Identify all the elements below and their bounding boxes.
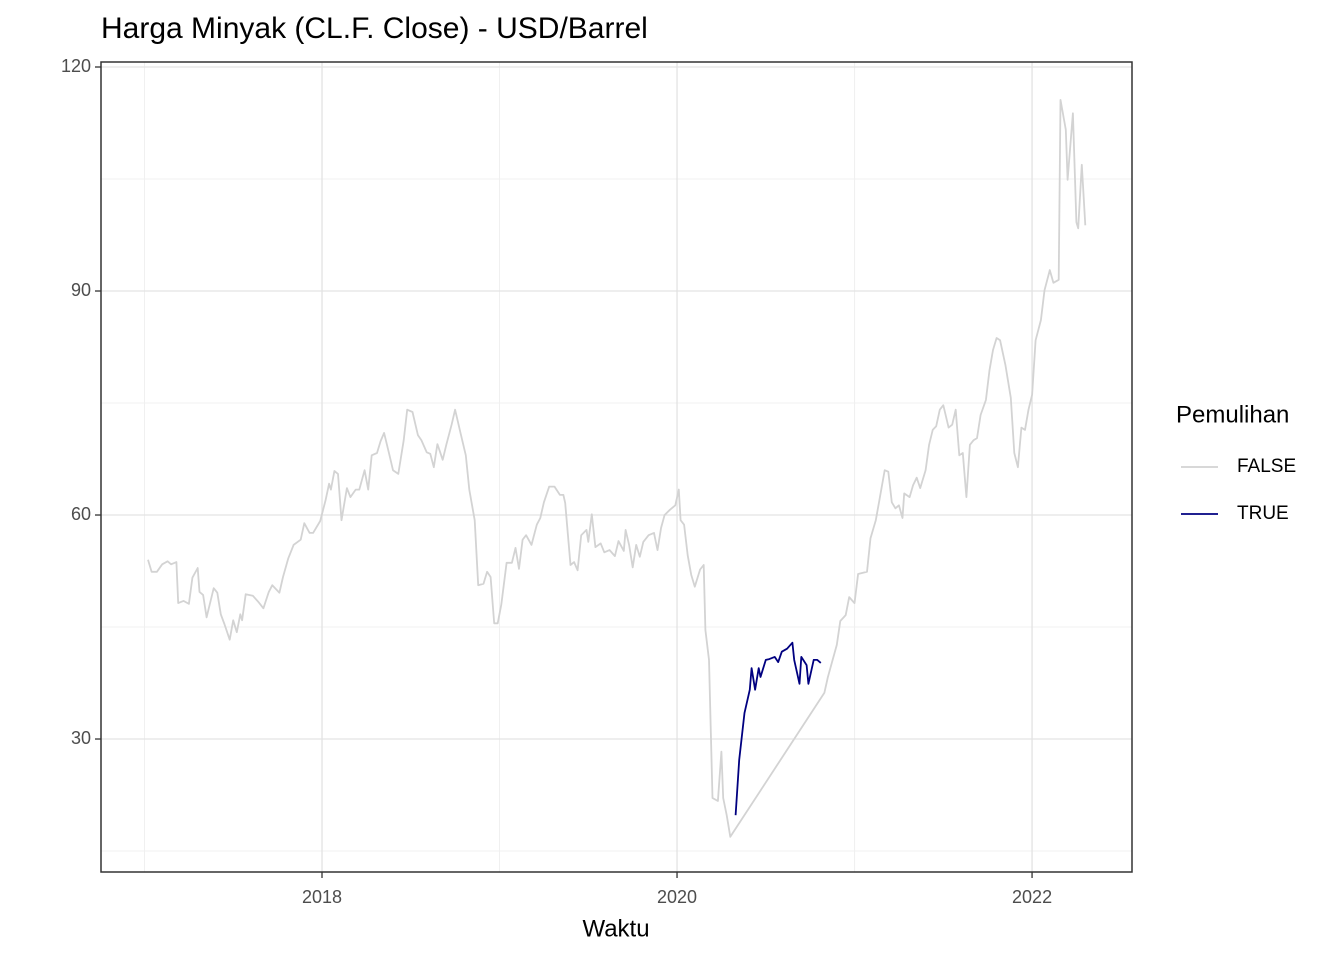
y-tick-label: 30 — [71, 728, 91, 748]
y-tick-label: 90 — [71, 280, 91, 300]
y-tick-label: 120 — [61, 56, 91, 76]
legend-label: TRUE — [1237, 503, 1289, 524]
legend-label: FALSE — [1237, 456, 1296, 477]
x-tick-label: 2018 — [302, 887, 342, 907]
x-tick-label: 2022 — [1012, 887, 1052, 907]
chart-title: Harga Minyak (CL.F. Close) - USD/Barrel — [101, 12, 648, 45]
legend-title: Pemulihan — [1176, 401, 1289, 428]
line-series — [734, 641, 822, 816]
x-axis-title: Waktu — [582, 915, 649, 942]
plot-border — [100, 61, 1133, 873]
x-tick-label: 2020 — [657, 887, 697, 907]
line-series — [147, 99, 1087, 838]
y-tick-label: 60 — [71, 504, 91, 524]
